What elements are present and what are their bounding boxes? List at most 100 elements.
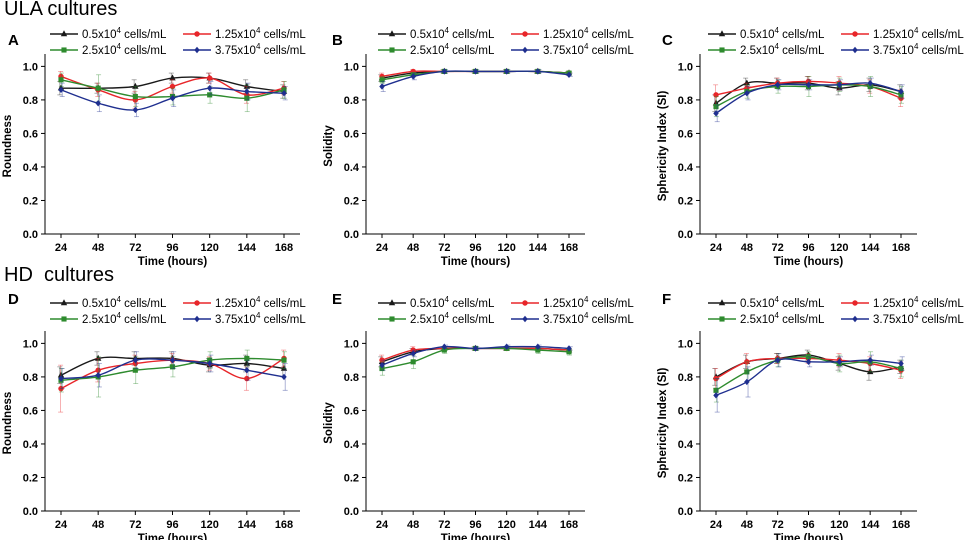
- data-point: [867, 83, 873, 90]
- x-tick-label: 72: [772, 519, 784, 531]
- data-point: [281, 373, 287, 381]
- legend: 0.5x104 cells/mL 1.25x104 cells/mL 2.5x104…: [708, 26, 964, 57]
- legend-label: 0.5x104 cells/mL: [740, 26, 825, 41]
- y-tick-label: 0.0: [678, 229, 693, 241]
- x-axis-title: Time (hours): [774, 256, 844, 268]
- legend-label: 1.25x104 cells/mL: [873, 26, 964, 41]
- legend-label: 2.5x104 cells/mL: [82, 311, 167, 326]
- y-tick-label: 0.6: [678, 128, 693, 140]
- series-4: [58, 81, 288, 118]
- x-tick-label: 168: [275, 519, 293, 531]
- legend-marker: [522, 315, 528, 323]
- legend-label: 0.5x104 cells/mL: [82, 26, 167, 41]
- data-point: [774, 81, 781, 89]
- data-point: [410, 350, 416, 357]
- x-tick-label: 120: [830, 519, 848, 531]
- panel-b: B 0.0 0.2 0.4 0.6 0.8 1.0 24 48 72 96 120 144 168 Time…: [323, 26, 634, 268]
- y-axis-title: Solidity: [323, 402, 335, 444]
- data-point: [94, 354, 102, 361]
- legend-marker: [194, 315, 200, 323]
- section-title-ula: ULA cultures: [4, 0, 118, 20]
- x-tick-label: 96: [802, 242, 814, 254]
- legend-label: 1.25x104 cells/mL: [543, 295, 634, 310]
- data-point: [58, 77, 64, 83]
- data-point: [898, 92, 904, 98]
- legend-label: 0.5x104 cells/mL: [740, 295, 825, 310]
- y-axis-title: Sphericity Index (SI): [657, 368, 669, 479]
- x-tick-label: 72: [438, 242, 450, 254]
- legend-marker: [389, 316, 395, 322]
- legend-label: 1.25x104 cells/mL: [215, 26, 306, 41]
- data-point: [898, 360, 904, 367]
- x-tick-label: 168: [560, 242, 578, 254]
- legend-marker: [194, 31, 200, 37]
- legend: 0.5x104 cells/mL 1.25x104 cells/mL 2.5x104…: [708, 295, 964, 326]
- x-tick-label: 72: [129, 519, 141, 531]
- y-tick-label: 0.6: [23, 128, 38, 140]
- x-tick-label: 96: [166, 519, 178, 531]
- y-axis-title: Sphericity Index (SI): [657, 91, 669, 202]
- legend-label: 2.5x104 cells/mL: [410, 311, 495, 326]
- legend-item: 2.5x104 cells/mL: [378, 311, 495, 326]
- x-axis-title: Time (hours): [774, 533, 844, 540]
- x-tick-label: 144: [238, 242, 257, 254]
- legend-marker: [194, 46, 200, 54]
- panel-letter: E: [332, 291, 342, 308]
- panel-d: D 0.0 0.2 0.4 0.6 0.8 1.0 24 48 72 96 120 144 168 Time…: [2, 291, 306, 540]
- x-tick-label: 24: [376, 519, 389, 531]
- y-tick-label: 0.8: [344, 372, 359, 384]
- x-tick-label: 24: [55, 242, 68, 254]
- legend-item: 0.5x104 cells/mL: [378, 295, 495, 310]
- x-tick-label: 168: [892, 519, 910, 531]
- y-tick-label: 0.6: [344, 405, 359, 417]
- legend-marker: [718, 299, 726, 306]
- data-point: [169, 74, 176, 81]
- x-tick-label: 24: [55, 519, 68, 531]
- data-point: [244, 88, 250, 95]
- legend-item: 0.5x104 cells/mL: [708, 295, 825, 310]
- x-tick-label: 144: [861, 242, 880, 254]
- legend-item: 3.75x104 cells/mL: [841, 311, 964, 326]
- panel-f: F 0.0 0.2 0.4 0.6 0.8 1.0 24 48 72 96 120 144 168 Time…: [657, 291, 964, 540]
- data-point: [132, 106, 139, 114]
- panel-letter: A: [8, 32, 19, 49]
- y-tick-label: 0.2: [344, 472, 359, 484]
- data-point: [207, 357, 213, 363]
- data-point: [379, 83, 385, 90]
- y-tick-label: 0.8: [678, 95, 693, 107]
- x-tick-label: 96: [802, 519, 814, 531]
- series-4: [713, 353, 905, 413]
- data-point: [410, 347, 416, 353]
- legend-marker: [60, 299, 68, 306]
- data-point: [713, 92, 719, 98]
- series-4: [713, 77, 905, 123]
- data-point: [441, 68, 448, 75]
- data-point: [805, 354, 812, 360]
- legend-marker: [718, 30, 726, 37]
- data-point: [774, 356, 781, 364]
- data-point: [441, 347, 447, 353]
- data-point: [836, 81, 843, 89]
- legend-item: 1.25x104 cells/mL: [511, 26, 634, 41]
- y-tick-label: 0.6: [678, 405, 693, 417]
- legend-label: 3.75x104 cells/mL: [215, 311, 306, 326]
- legend-marker: [852, 31, 858, 37]
- legend-label: 1.25x104 cells/mL: [215, 295, 306, 310]
- data-point: [132, 367, 138, 373]
- legend-item: 3.75x104 cells/mL: [183, 42, 306, 57]
- data-point: [744, 90, 750, 97]
- legend-label: 1.25x104 cells/mL: [873, 295, 964, 310]
- legend-label: 3.75x104 cells/mL: [543, 311, 634, 326]
- y-tick-label: 0.8: [23, 95, 38, 107]
- data-point: [206, 84, 213, 92]
- series-4: [379, 68, 573, 92]
- x-tick-label: 144: [238, 519, 257, 531]
- section-title-hd: HD cultures: [4, 264, 115, 286]
- data-point: [503, 68, 510, 75]
- x-tick-label: 48: [741, 242, 753, 254]
- y-tick-label: 1.0: [23, 61, 38, 73]
- data-point: [867, 79, 873, 87]
- x-tick-label: 96: [166, 242, 178, 254]
- data-point: [58, 375, 64, 382]
- legend-label: 3.75x104 cells/mL: [873, 42, 964, 57]
